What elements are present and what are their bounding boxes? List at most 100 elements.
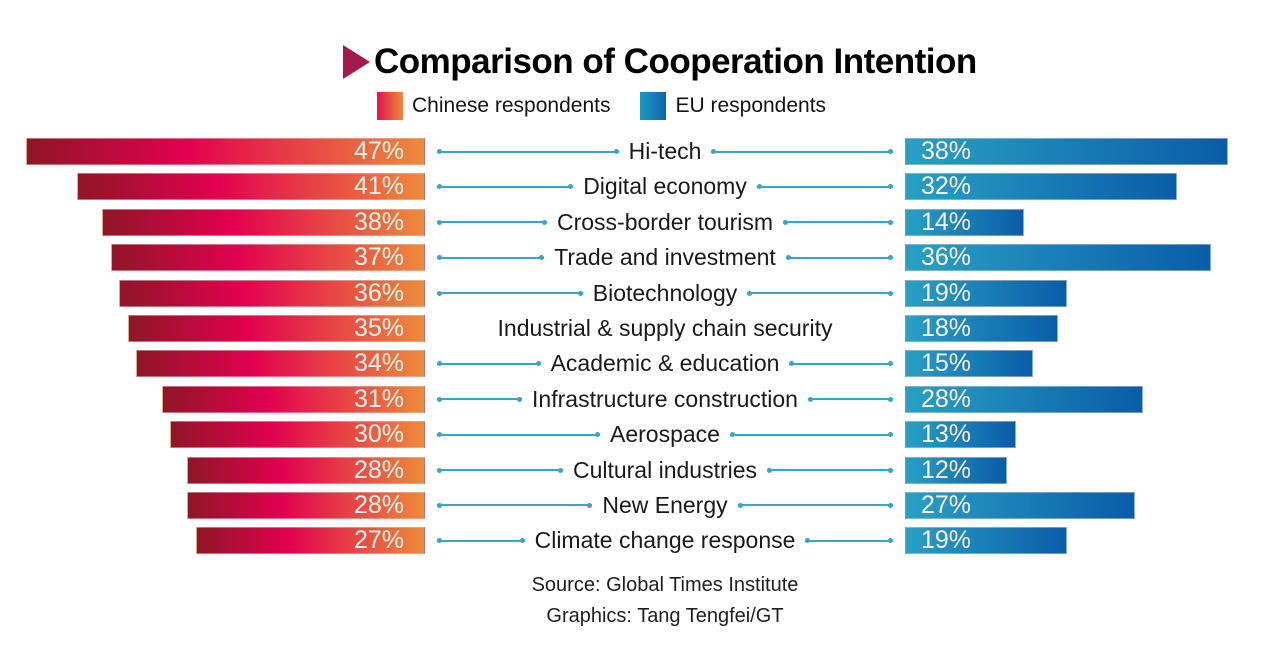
legend-swatch-chinese-icon [377,92,403,120]
chart-row: 27% Climate change response 19% [0,526,1267,555]
chart-header: Comparison of Cooperation Intention [343,42,977,82]
eu-bar-zone: 14% [905,207,1267,236]
category-zone: Industrial & supply chain security [425,315,905,342]
legend: Chinese respondents EU respondents [377,92,826,120]
graphics-credit: Graphics: Tang Tengfei/GT [546,605,784,627]
connector-line-left [437,219,547,225]
eu-bar: 12% [905,456,1007,484]
chinese-value-label: 28% [353,490,404,519]
chinese-bar-zone: 28% [0,456,425,484]
eu-bar: 38% [905,138,1228,165]
connector-line-right [767,467,893,473]
category-label: New Energy [602,491,728,518]
chinese-bar: 37% [110,243,425,272]
eu-bar: 14% [905,207,1024,236]
chinese-value-label: 35% [353,313,404,342]
chinese-value-label: 31% [353,384,404,413]
eu-bar: 15% [905,349,1033,378]
chinese-bar-zone: 28% [0,490,425,519]
eu-value-label: 19% [921,526,972,555]
eu-bar-zone: 32% [905,172,1267,201]
eu-bar: 19% [905,279,1067,307]
chart-rows: 47% Hi-tech 38% 41% Dig [0,137,1267,555]
chart-row: 30% Aerospace 13% [0,420,1267,449]
connector-line-right [805,538,894,544]
legend-swatch-eu-icon [640,92,667,120]
chart-row: 36% Biotechnology 19% [0,278,1267,307]
eu-bar-zone: 27% [905,491,1267,519]
chinese-bar: 30% [170,421,425,449]
chinese-value-label: 38% [353,207,404,236]
eu-bar-zone: 19% [905,526,1267,555]
chinese-bar: 28% [187,490,425,519]
chinese-value-label: 37% [353,243,404,272]
connector-line-left [437,290,583,296]
legend-item-chinese: Chinese respondents [377,92,610,120]
eu-bar-zone: 36% [905,244,1267,272]
category-zone: Biotechnology [425,280,905,307]
eu-value-label: 14% [921,207,972,236]
chinese-bar: 47% [25,137,425,165]
chart-footer: Source: Global Times Institute Graphics:… [425,570,905,632]
connector-line-right [747,290,893,296]
chinese-bar-zone: 30% [0,421,425,449]
category-label: Cross-border tourism [557,208,773,235]
chinese-value-label: 47% [353,137,404,165]
eu-bar-zone: 12% [905,456,1267,484]
eu-value-label: 18% [921,313,972,342]
category-label: Hi-tech [628,138,702,164]
chinese-bar: 27% [195,527,425,555]
chart-row: 28% Cultural industries 12% [0,456,1267,484]
connector-line-right [737,502,894,508]
chinese-value-label: 34% [353,349,404,378]
category-zone: New Energy [425,492,905,519]
chinese-value-label: 36% [353,278,404,307]
connector-line-left [437,361,541,367]
category-zone: Hi-tech [425,138,905,165]
connector-line-right [785,255,894,261]
eu-bar: 36% [905,244,1211,272]
eu-bar: 19% [905,526,1067,555]
chinese-bar: 31% [161,384,425,413]
legend-item-eu: EU respondents [640,92,826,120]
category-zone: Academic & education [425,350,905,377]
chinese-bar: 38% [102,207,425,236]
connector-line-left [437,184,574,190]
title-arrow-icon [343,45,370,79]
chart-row: 35% Industrial & supply chain security 1… [0,313,1267,342]
legend-label-chinese: Chinese respondents [412,94,611,117]
chinese-bar-zone: 35% [0,313,425,342]
chinese-bar-zone: 31% [0,384,425,413]
chart-row: 31% Infrastructure construction 28% [0,384,1267,413]
eu-bar: 13% [905,420,1016,449]
category-zone: Trade and investment [425,244,905,271]
category-label: Industrial & supply chain security [497,314,833,341]
connector-line-right [711,149,894,154]
eu-value-label: 15% [921,349,972,378]
category-label: Climate change response [534,527,796,554]
connector-line-left [437,396,523,402]
chinese-bar-zone: 41% [0,172,425,201]
category-label: Digital economy [583,173,747,200]
category-label: Trade and investment [554,244,776,271]
chart-row: 34% Academic & education 15% [0,349,1267,378]
connector-line-right [807,396,894,402]
eu-bar: 18% [905,313,1058,342]
category-zone: Climate change response [425,527,905,554]
eu-value-label: 32% [921,172,972,201]
chinese-bar-zone: 34% [0,349,425,378]
chinese-value-label: 41% [353,172,404,201]
eu-bar-zone: 18% [905,313,1267,342]
eu-bar: 28% [905,384,1143,413]
chart-row: 38% Cross-border tourism 14% [0,207,1267,236]
chart-row: 37% Trade and investment 36% [0,243,1267,272]
eu-bar-zone: 13% [905,420,1267,449]
eu-value-label: 28% [921,384,972,413]
eu-value-label: 13% [921,420,972,449]
legend-label-eu: EU respondents [675,94,827,117]
chinese-bar-zone: 38% [0,207,425,236]
category-zone: Cross-border tourism [425,209,905,236]
connector-line-left [437,467,563,473]
category-label: Aerospace [610,421,720,448]
